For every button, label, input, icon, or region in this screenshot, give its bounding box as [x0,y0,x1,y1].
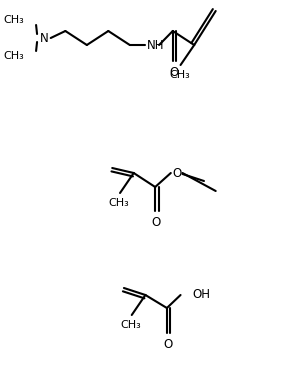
Text: N: N [40,31,48,44]
Text: CH₃: CH₃ [169,70,190,80]
Text: CH₃: CH₃ [4,51,25,61]
Text: OH: OH [192,288,210,301]
Text: O: O [152,216,161,229]
Text: NH: NH [147,39,165,51]
Text: CH₃: CH₃ [120,320,141,330]
Text: O: O [163,337,172,350]
Text: CH₃: CH₃ [109,198,129,208]
Text: O: O [172,167,181,180]
Text: O: O [169,65,178,79]
Text: CH₃: CH₃ [4,15,25,25]
